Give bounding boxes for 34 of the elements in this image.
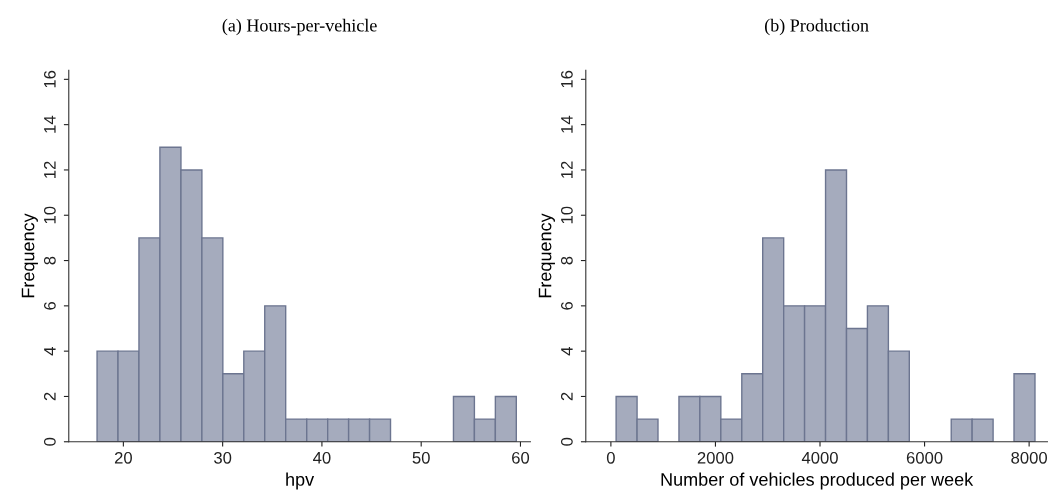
y-tick-label: 12 — [560, 161, 573, 178]
y-tick-label: 4 — [44, 347, 56, 356]
y-tick-label: 12 — [43, 161, 56, 178]
y-tick-label: 6 — [43, 301, 56, 310]
y-axis-title: Frequency — [21, 213, 38, 298]
y-tick-label: 0 — [560, 437, 573, 446]
y-axis-title: Frequency — [538, 213, 555, 298]
x-tick-label: 0 — [606, 451, 615, 464]
y-tick-label: 0 — [43, 437, 56, 446]
x-tick-label: 8000 — [1011, 451, 1048, 464]
chart-title: (b) Production — [765, 18, 869, 36]
y-tick-label: 8 — [560, 256, 573, 265]
y-tick-label: 10 — [560, 206, 573, 224]
y-tick-label: 2 — [560, 392, 573, 401]
x-tick-label: 6000 — [906, 451, 943, 464]
x-tick-label: 40 — [313, 451, 331, 464]
x-axis-title: hpv — [286, 472, 315, 490]
y-tick-label: 6 — [560, 301, 573, 310]
chart-title: (a) Hours-per-vehicle — [222, 18, 377, 36]
x-tick-label: 20 — [114, 451, 132, 464]
y-tick-label: 2 — [43, 392, 56, 401]
x-tick-label: 2000 — [697, 451, 734, 464]
x-tick-label: 60 — [512, 451, 530, 464]
y-tick-label: 14 — [44, 115, 56, 133]
y-tick-label: 16 — [560, 70, 573, 88]
y-tick-label: 10 — [43, 206, 56, 224]
x-tick-label: 4000 — [801, 451, 838, 464]
y-tick-label: 4 — [561, 347, 573, 356]
y-tick-label: 16 — [43, 70, 56, 88]
x-tick-label: 30 — [214, 451, 232, 464]
x-tick-label: 50 — [412, 451, 430, 464]
y-tick-label: 14 — [561, 115, 573, 133]
x-axis-title: Number of vehicles produced per week — [661, 472, 974, 490]
y-tick-label: 8 — [43, 256, 56, 265]
